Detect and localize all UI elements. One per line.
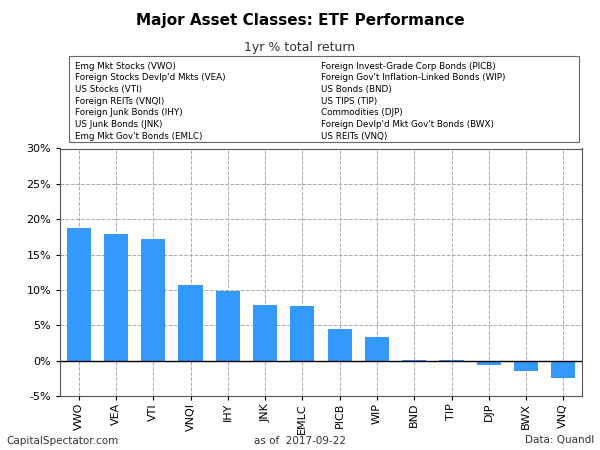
Bar [551, 360, 575, 378]
Text: Major Asset Classes: ETF Performance: Major Asset Classes: ETF Performance [136, 14, 464, 28]
Bar [290, 306, 314, 360]
Text: Commodities (DJP): Commodities (DJP) [321, 108, 403, 117]
Text: US TIPS (TIP): US TIPS (TIP) [321, 97, 377, 106]
Bar [253, 306, 277, 360]
Text: 1yr % total return: 1yr % total return [244, 40, 356, 54]
Text: Foreign Junk Bonds (IHY): Foreign Junk Bonds (IHY) [75, 108, 183, 117]
Text: Foreign Devlp'd Mkt Gov't Bonds (BWX): Foreign Devlp'd Mkt Gov't Bonds (BWX) [321, 120, 494, 129]
Text: US Junk Bonds (JNK): US Junk Bonds (JNK) [75, 120, 163, 129]
Bar [476, 360, 501, 365]
Text: Foreign Gov't Inflation-Linked Bonds (WIP): Foreign Gov't Inflation-Linked Bonds (WI… [321, 73, 505, 82]
Bar [365, 337, 389, 360]
Bar [514, 360, 538, 371]
Bar [215, 291, 240, 360]
Bar [141, 239, 166, 360]
Text: Foreign REITs (VNQI): Foreign REITs (VNQI) [75, 97, 164, 106]
Bar [328, 329, 352, 360]
Text: CapitalSpectator.com: CapitalSpectator.com [6, 436, 118, 446]
Text: US REITs (VNQ): US REITs (VNQ) [321, 132, 388, 141]
Text: Emg Mkt Stocks (VWO): Emg Mkt Stocks (VWO) [75, 62, 176, 71]
Bar [104, 234, 128, 360]
Text: as of  2017-09-22: as of 2017-09-22 [254, 436, 346, 446]
Text: Emg Mkt Gov't Bonds (EMLC): Emg Mkt Gov't Bonds (EMLC) [75, 132, 203, 141]
Bar [67, 228, 91, 360]
Text: Data: Quandl: Data: Quandl [525, 436, 594, 446]
Text: US Stocks (VTI): US Stocks (VTI) [75, 85, 142, 94]
Text: Foreign Invest-Grade Corp Bonds (PICB): Foreign Invest-Grade Corp Bonds (PICB) [321, 62, 496, 71]
Text: Foreign Stocks Devlp'd Mkts (VEA): Foreign Stocks Devlp'd Mkts (VEA) [75, 73, 226, 82]
Bar [178, 285, 203, 360]
Text: US Bonds (BND): US Bonds (BND) [321, 85, 392, 94]
